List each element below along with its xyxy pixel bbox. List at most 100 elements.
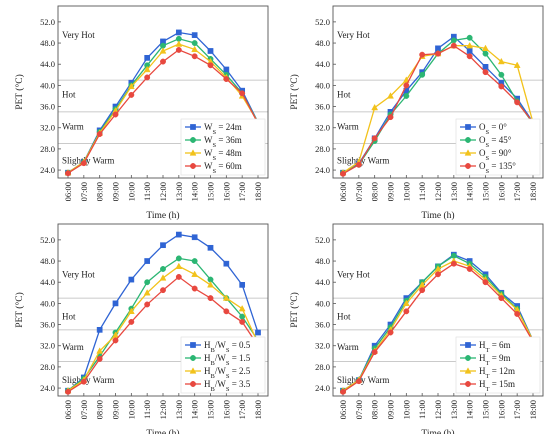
data-point [191, 32, 198, 38]
data-point [402, 299, 410, 307]
data-point [403, 82, 410, 89]
data-point [144, 258, 151, 264]
data-point [191, 270, 199, 277]
data-point [497, 57, 505, 65]
data-point [160, 58, 166, 65]
legend-entry-label: HT = 9m [479, 353, 511, 367]
data-point [498, 83, 505, 90]
y-tick-label: 52.0 [315, 235, 330, 245]
data-point [191, 45, 199, 53]
data-point [191, 53, 198, 60]
data-point [435, 50, 441, 57]
x-tick-label: 10:00 [401, 400, 411, 419]
legend-swatch-marker [465, 342, 471, 348]
data-point [403, 308, 410, 315]
x-tick-label: 10:00 [126, 400, 136, 419]
y-tick-label: 36.0 [315, 320, 330, 330]
data-point [238, 304, 246, 312]
y-axis-title: PET (°C) [14, 292, 25, 328]
y-tick-label: 44.0 [40, 59, 55, 69]
legend-entry-label: WS = 60m [204, 161, 242, 175]
legend-entry-label: WS = 24m [204, 122, 242, 136]
data-point [340, 170, 346, 177]
data-point [80, 160, 87, 167]
y-tick-label: 28.0 [315, 144, 330, 154]
x-tick-label: 13:00 [449, 182, 459, 201]
x-tick-label: 11:00 [417, 182, 427, 201]
data-point [112, 337, 119, 344]
x-tick-label: 10:00 [401, 182, 411, 201]
data-point [207, 295, 214, 302]
y-axis-title: PET (°C) [289, 292, 300, 328]
chart-panel-3: Very Hot Hot Warm Slightly Warm 24.0 28.0 32.0… [14, 223, 269, 439]
data-point [160, 242, 166, 249]
data-point [127, 307, 135, 314]
legend-entry-label: OS = 90° [479, 148, 512, 162]
data-point [144, 74, 151, 81]
legend-swatch-marker [189, 149, 197, 156]
data-point [144, 279, 151, 286]
y-tick-label: 24.0 [40, 165, 55, 175]
data-point [112, 111, 119, 118]
data-point [96, 326, 103, 333]
data-point [371, 135, 378, 142]
data-point [207, 281, 214, 288]
data-point [96, 347, 104, 354]
legend-entry-label: HB/WS = 3.5 [204, 379, 251, 393]
data-point [65, 388, 71, 395]
legend-swatch-marker [465, 381, 471, 387]
x-tick-label: 17:00 [237, 400, 247, 419]
zone-label: Hot [62, 312, 76, 322]
data-point [175, 255, 182, 262]
zone-label: Hot [337, 89, 351, 99]
y-tick-label: 52.0 [315, 17, 330, 27]
data-point [355, 378, 362, 385]
data-point [371, 349, 378, 356]
data-point [466, 34, 473, 41]
data-point [160, 266, 166, 272]
x-tick-label: 12:00 [433, 400, 443, 419]
y-tick-label: 44.0 [315, 59, 330, 69]
legend-entry-label: HT = 6m [479, 340, 511, 354]
x-tick-label: 14:00 [465, 400, 475, 419]
x-tick-label: 14:00 [190, 182, 200, 201]
legend-entry-label: OS = 135° [479, 161, 516, 175]
data-point [159, 274, 167, 281]
y-tick-label: 52.0 [40, 17, 55, 27]
x-tick-label: 12:00 [158, 182, 168, 201]
data-point [144, 301, 151, 308]
y-tick-label: 48.0 [315, 256, 330, 266]
chart-panel-2: Very Hot Hot Warm Slightly Warm 24.0 28.0 32.0… [289, 5, 544, 221]
y-tick-label: 44.0 [315, 277, 330, 287]
zone-label: Very Hot [62, 269, 95, 279]
data-point [466, 53, 473, 60]
data-point [175, 40, 183, 47]
series-red [65, 46, 261, 177]
x-tick-label: 06:00 [338, 182, 348, 201]
data-point [482, 279, 489, 286]
y-tick-label: 44.0 [40, 277, 55, 287]
data-point [498, 295, 505, 302]
data-point [419, 71, 426, 78]
x-tick-label: 16:00 [221, 182, 231, 201]
x-tick-label: 13:00 [174, 400, 184, 419]
x-tick-label: 11:00 [142, 400, 152, 419]
x-tick-label: 14:00 [465, 182, 475, 201]
data-point [207, 244, 214, 251]
y-tick-label: 40.0 [315, 80, 330, 90]
y-tick-label: 28.0 [40, 362, 55, 372]
legend-swatch-marker [464, 367, 472, 374]
data-point [128, 276, 135, 283]
y-axis-title: PET (°C) [289, 74, 300, 110]
x-axis-title: Time (h) [146, 210, 179, 221]
y-tick-label: 24.0 [315, 383, 330, 393]
data-point [191, 234, 198, 241]
legend: HB/WS = 0.5HB/WS = 1.5HB/WS = 2.5HB/WS =… [180, 336, 266, 394]
data-point [159, 47, 167, 54]
legend-swatch-marker [189, 367, 197, 374]
x-tick-label: 06:00 [63, 182, 73, 201]
legend-entry-label: HB/WS = 2.5 [204, 366, 251, 380]
data-point [223, 66, 230, 73]
x-axis-title: Time (h) [421, 428, 454, 434]
